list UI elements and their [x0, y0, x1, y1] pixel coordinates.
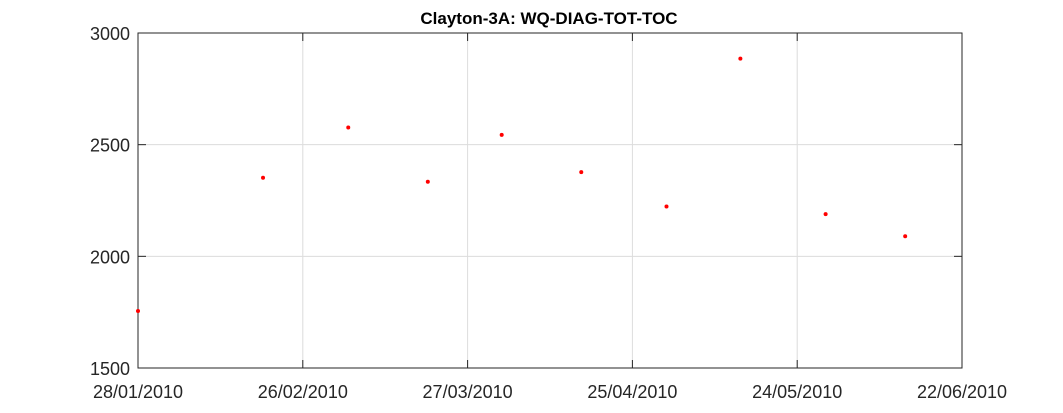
data-point [664, 204, 669, 209]
data-point [425, 179, 430, 184]
x-tick-label: 27/03/2010 [423, 382, 513, 402]
data-point [136, 309, 140, 314]
x-tick-label: 26/02/2010 [258, 382, 348, 402]
y-tick-label: 2500 [90, 136, 130, 156]
data-point [823, 212, 828, 217]
y-tick-label: 3000 [90, 24, 130, 44]
data-points [136, 56, 908, 314]
x-tick-label: 28/01/2010 [93, 382, 183, 402]
data-point [738, 56, 743, 61]
plot-area [137, 32, 963, 369]
x-tick-label: 22/06/2010 [917, 382, 1007, 402]
y-tick-label: 1500 [90, 359, 130, 379]
data-point [261, 175, 266, 180]
data-point [579, 170, 584, 175]
y-axis: 1500 2000 2500 3000 [90, 24, 962, 379]
chart-title: Clayton-3A: WQ-DIAG-TOT-TOC [420, 9, 677, 28]
x-axis: 28/01/2010 26/02/2010 27/03/2010 25/04/2010… [93, 33, 1007, 402]
x-tick-label: 24/05/2010 [752, 382, 842, 402]
data-point [903, 234, 908, 239]
y-tick-label: 2000 [90, 247, 130, 267]
grid [137, 32, 963, 369]
data-point [346, 125, 351, 130]
x-tick-label: 25/04/2010 [587, 382, 677, 402]
data-point [499, 132, 504, 137]
